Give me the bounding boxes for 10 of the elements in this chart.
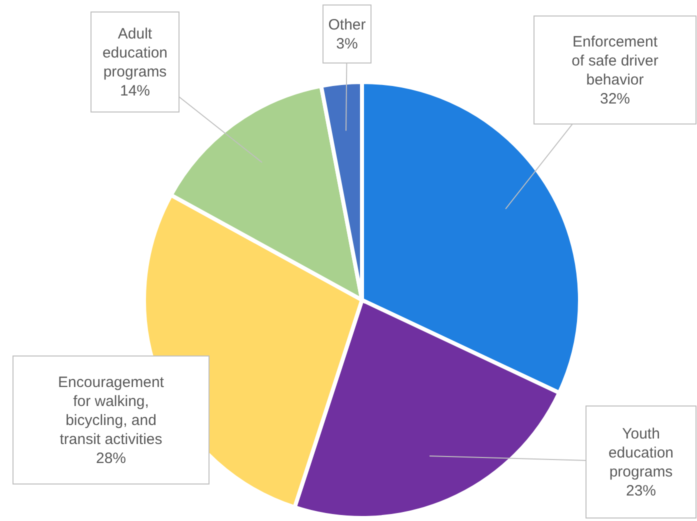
slice-label: Youth education programs (608, 426, 674, 480)
data-label: 32% (600, 90, 630, 108)
slice-label: Other (328, 16, 366, 34)
slice-label: Enforcement of safe driver behavior (572, 34, 658, 88)
data-label: 28% (96, 450, 126, 467)
slice-label: Encouragement for walking, bicycling, and transit activities (58, 374, 165, 448)
data-label: 14% (120, 82, 150, 100)
slice-label: Adult education programs (102, 26, 168, 80)
data-label: 3% (336, 36, 358, 52)
data-label: 23% (626, 482, 656, 500)
